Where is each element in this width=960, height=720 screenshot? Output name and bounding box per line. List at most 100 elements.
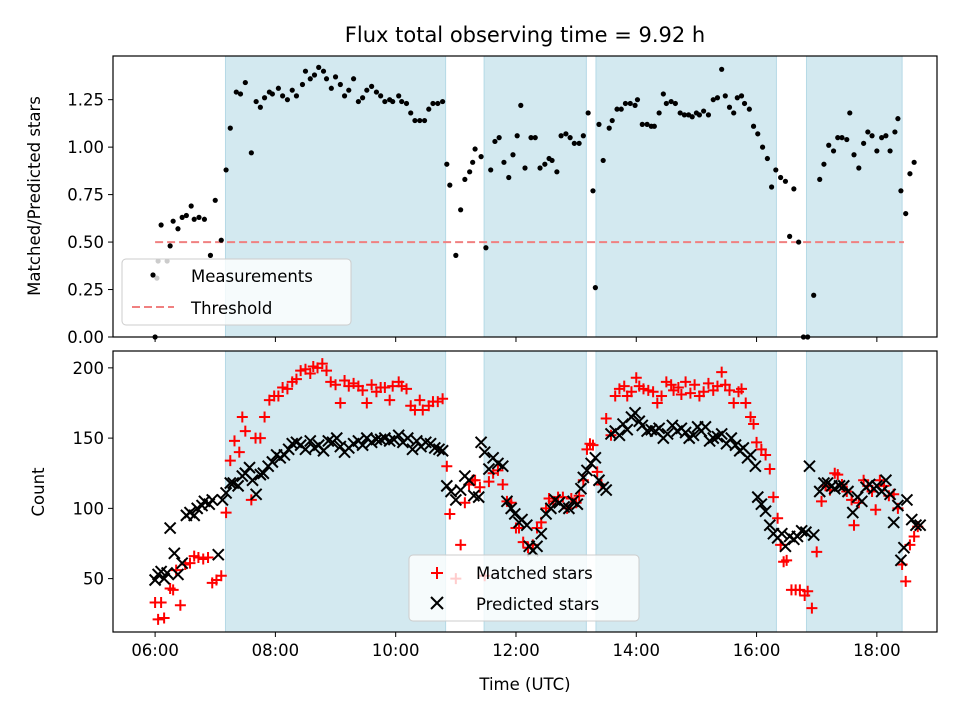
matched-star-marker: [811, 546, 823, 558]
measurement-point: [328, 85, 334, 91]
matched-star-marker: [751, 436, 763, 448]
measurement-point: [811, 292, 817, 298]
predicted-star-marker: [589, 451, 602, 464]
measurement-point: [778, 174, 784, 181]
matched-star-marker: [295, 365, 307, 377]
measurement-point: [782, 178, 789, 184]
matched-star-marker: [197, 553, 209, 565]
measurement-point: [518, 102, 524, 108]
measurement-point: [576, 140, 582, 146]
measurement-point: [188, 203, 194, 209]
measurement-point: [360, 95, 366, 101]
measurement-point: [403, 100, 410, 107]
predicted-star-marker: [725, 431, 738, 445]
predicted-star-marker: [249, 488, 263, 501]
measurement-point: [532, 135, 538, 141]
matched-star-marker: [900, 575, 912, 587]
measurement-point: [242, 79, 248, 86]
measurement-point: [207, 252, 214, 258]
x-tick-label: 12:00: [492, 641, 540, 660]
measurement-point: [364, 87, 370, 93]
matched-star-marker: [417, 404, 429, 416]
predicted-star-marker: [679, 426, 692, 439]
measurement-point: [373, 89, 380, 95]
y-tick-label: 0.75: [67, 186, 104, 205]
measurement-point: [903, 210, 909, 217]
matched-star-marker: [772, 512, 784, 524]
measurement-point: [817, 176, 823, 183]
measurement-point: [417, 117, 423, 124]
matched-star-marker: [764, 463, 776, 475]
predicted-star-marker: [530, 540, 544, 553]
matched-star-marker: [870, 504, 882, 516]
predicted-star-marker: [707, 431, 720, 445]
bottom-panel-frame: [112, 350, 938, 633]
predicted-star-marker: [444, 485, 458, 498]
predicted-star-marker: [304, 434, 317, 448]
matched-star-marker: [334, 397, 346, 409]
measurement-point: [861, 140, 867, 146]
top-panel: 0.00 0.25 0.50 0.75 1.00 1.25 Matched/Predict…: [25, 55, 938, 347]
predicted-star-marker: [887, 516, 900, 529]
matched-star-marker: [723, 384, 735, 396]
legend-threshold-label: Threshold: [190, 299, 272, 318]
observing-interval: [483, 55, 587, 338]
measurement-point: [462, 176, 468, 183]
measurement-point: [302, 68, 309, 74]
matched-star-marker: [357, 384, 369, 396]
matched-star-marker: [760, 449, 772, 461]
measurement-point: [639, 121, 645, 127]
measurement-point: [554, 169, 560, 175]
matched-star-marker: [625, 386, 637, 398]
measurement-point: [467, 169, 473, 175]
predicted-star-marker: [266, 455, 279, 469]
measurement-point: [537, 165, 543, 171]
matched-star-marker: [684, 387, 696, 399]
matched-star-marker: [806, 602, 818, 614]
measurement-point: [672, 100, 678, 107]
measurement-point: [369, 83, 375, 89]
measurement-point: [478, 154, 484, 160]
top-x-axis-ticks: [154, 337, 878, 342]
legend-measurements-label: Measurements: [191, 267, 313, 286]
top-panel-frame: [112, 55, 938, 338]
y-tick-label: 100: [73, 499, 105, 518]
measurement-point: [644, 121, 650, 127]
measurement-point: [447, 182, 453, 188]
measurement-point: [311, 72, 318, 78]
matched-star-marker: [689, 379, 701, 391]
measurement-point: [632, 102, 638, 108]
predicted-star-marker: [544, 502, 558, 515]
matched-star-marker: [277, 382, 289, 394]
matched-star-marker: [401, 383, 413, 395]
matched-star-marker: [437, 393, 449, 405]
predicted-star-marker: [574, 482, 588, 495]
x-tick-label: 10:00: [372, 641, 420, 660]
top-legend: Measurements Threshold: [121, 258, 352, 326]
predicted-star-marker: [462, 474, 476, 487]
measurement-point: [734, 95, 740, 101]
measurement-point: [514, 133, 520, 139]
matched-star-marker: [215, 570, 227, 582]
measurement-point: [883, 133, 889, 139]
measurement-point: [337, 81, 343, 88]
matched-star-marker: [441, 460, 453, 472]
matched-legend-marker: [431, 567, 443, 579]
measurement-point: [773, 167, 779, 173]
measurement-point: [895, 116, 901, 122]
measurement-point: [183, 212, 189, 219]
predicted-star-marker: [482, 462, 496, 476]
matched-star-marker: [321, 365, 333, 377]
measurement-point: [714, 95, 721, 101]
measurement-point: [627, 100, 633, 107]
predicted-star-marker: [436, 444, 449, 457]
measurement-point: [847, 110, 853, 116]
matched-star-marker: [158, 612, 170, 624]
predicted-star-marker: [891, 499, 905, 512]
matched-star-marker: [665, 379, 677, 391]
matched-star-marker: [716, 366, 728, 378]
measurement-point: [907, 171, 913, 177]
matched-star-marker: [259, 411, 271, 423]
measurement-point: [227, 125, 233, 131]
predicted-star-marker: [231, 479, 245, 493]
